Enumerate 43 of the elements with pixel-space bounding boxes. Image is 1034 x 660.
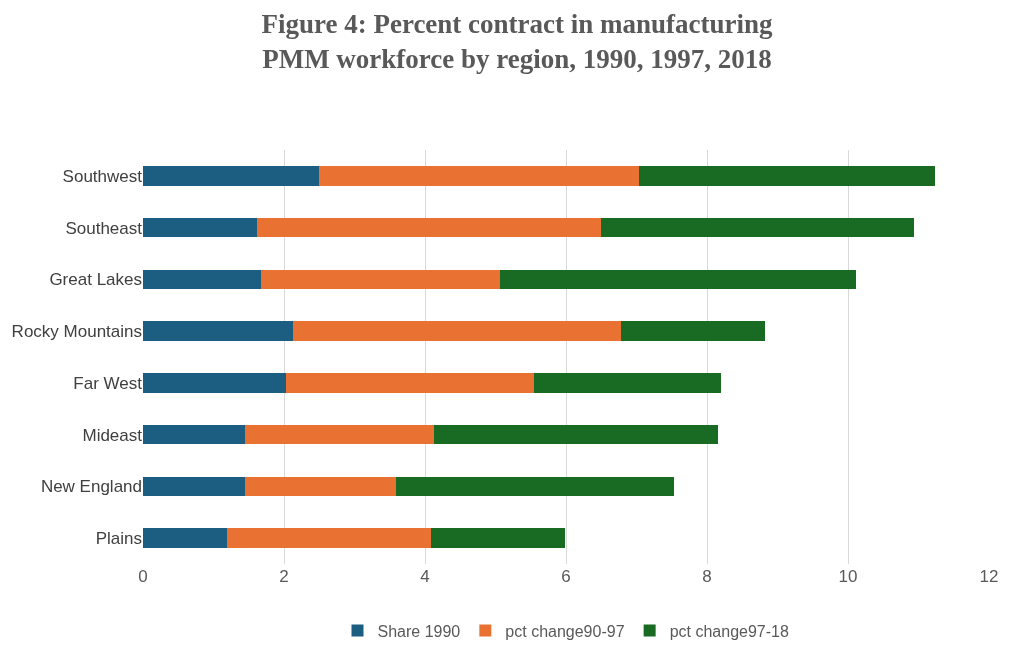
y-tick-label: Great Lakes [49, 270, 142, 290]
y-tick-label: Southeast [65, 218, 143, 238]
bar [257, 217, 601, 238]
bar [245, 424, 435, 445]
bar [143, 321, 294, 341]
y-tick-label: Mideast [82, 425, 143, 445]
bar [434, 424, 718, 445]
bar [245, 476, 397, 497]
bar [639, 166, 936, 186]
x-tick-label: 10 [838, 567, 858, 586]
legend-label: pct change90-97 [505, 622, 625, 640]
bar [286, 373, 535, 393]
bar [143, 217, 258, 238]
y-tick-label: Southwest [62, 166, 143, 186]
y-tick-label: Far West [73, 373, 143, 393]
legend-label: pct change97-18 [669, 622, 789, 640]
legend-label: Share 1990 [377, 622, 461, 640]
bar [430, 528, 565, 548]
bar [143, 476, 246, 497]
bar [293, 321, 621, 341]
bar [534, 373, 722, 393]
x-tick-label: 2 [279, 567, 289, 586]
bar [499, 269, 857, 290]
bar [143, 269, 261, 290]
x-tick-label: 0 [138, 567, 148, 586]
x-tick-label: 4 [420, 567, 430, 586]
bar [396, 476, 674, 497]
bar [143, 528, 227, 548]
x-tick-label: 8 [702, 567, 712, 586]
bar [143, 424, 246, 445]
y-tick-label: Plains [95, 529, 142, 549]
bar [319, 166, 640, 186]
y-tick-label: Rocky Mountains [11, 322, 142, 342]
x-tick-label: 12 [979, 567, 999, 586]
bar [600, 217, 915, 238]
bar [620, 321, 765, 341]
y-tick-label: New England [40, 477, 142, 497]
x-tick-label: 6 [561, 567, 571, 586]
bar [226, 528, 431, 548]
chart-title: Figure 4: Percent contract in manufacturing PMM workforce by region, 1990, 1997, 2018 [261, 9, 774, 75]
bar [260, 269, 500, 290]
bar [143, 166, 320, 186]
bar [143, 373, 287, 393]
